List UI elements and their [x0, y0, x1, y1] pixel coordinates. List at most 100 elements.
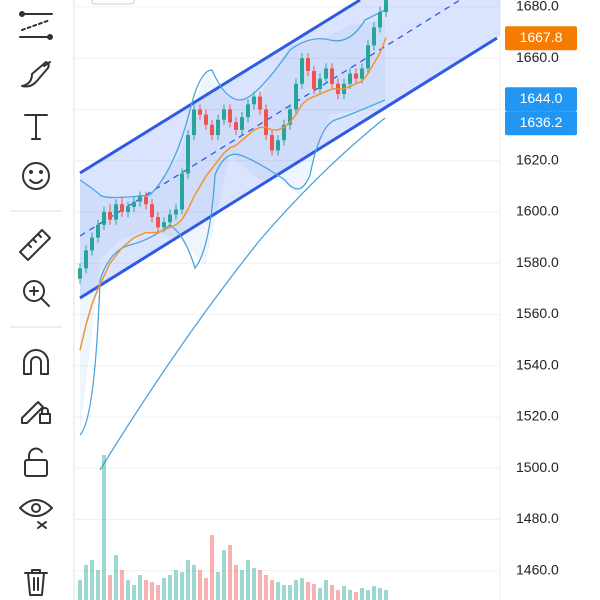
- volume-bar: [288, 585, 292, 600]
- volume-bar: [282, 585, 286, 600]
- y-tick-label: 1500.0: [516, 459, 559, 475]
- candle-body: [120, 204, 124, 212]
- candle-body: [270, 135, 274, 151]
- candle-body: [234, 122, 238, 130]
- volume-bar: [270, 580, 274, 600]
- volume-bar: [150, 582, 154, 600]
- volume-bar: [90, 560, 94, 600]
- volume-bar: [84, 565, 88, 600]
- volume-bar: [174, 570, 178, 600]
- volume-bar: [342, 586, 346, 600]
- magnet-tool[interactable]: [23, 349, 49, 375]
- volume-bar: [312, 584, 316, 600]
- volume-bar: [306, 582, 310, 600]
- candle-body: [348, 73, 352, 84]
- volume-bar: [198, 570, 202, 600]
- zoom-tool[interactable]: [23, 280, 50, 307]
- band-fill: [80, 20, 385, 435]
- candle-body: [108, 211, 112, 220]
- volume-bar: [228, 545, 232, 600]
- candle-body: [192, 109, 196, 136]
- candle-body: [312, 70, 316, 89]
- candle-body: [138, 196, 142, 202]
- candle-body: [264, 109, 268, 136]
- series-layer: [78, 0, 388, 600]
- y-tick-label: 1660.0: [516, 49, 559, 65]
- candle-body: [210, 124, 214, 136]
- price-tag-label: 1644.0: [520, 90, 563, 106]
- trend-tool[interactable]: [19, 11, 53, 40]
- volume-bar: [144, 580, 148, 600]
- y-tick-label: 1480.0: [516, 510, 559, 526]
- volume-bar: [96, 570, 100, 600]
- y-tick-label: 1520.0: [516, 408, 559, 424]
- text-tool[interactable]: [24, 114, 48, 140]
- long-average: [99, 117, 386, 471]
- volume-bar: [126, 580, 130, 600]
- volume-bar: [156, 585, 160, 600]
- volume-bar: [318, 588, 322, 600]
- candle-body: [198, 109, 202, 115]
- y-tick-label: 1620.0: [516, 151, 559, 167]
- candle-body: [318, 78, 322, 89]
- y-tick-label: 1680.0: [516, 0, 559, 14]
- visibility-tool[interactable]: [19, 499, 53, 529]
- candle-body: [168, 214, 172, 223]
- candle-body: [384, 0, 388, 13]
- candle-body: [162, 222, 166, 228]
- candle-body: [90, 237, 94, 251]
- candle-body: [282, 124, 286, 141]
- channel-lower: [79, 36, 498, 300]
- candle-body: [372, 27, 376, 46]
- toggle-button[interactable]: [91, 0, 135, 5]
- ruler-tool[interactable]: [19, 229, 51, 261]
- volume-bar: [186, 560, 190, 600]
- toolbar: [10, 11, 62, 596]
- brush-tool[interactable]: [21, 61, 51, 88]
- candle-body: [252, 96, 256, 105]
- volume-bar: [294, 580, 298, 600]
- candle-body: [378, 12, 382, 28]
- volume-bar: [360, 588, 364, 600]
- candle-body: [204, 114, 208, 125]
- lock-drawings-tool[interactable]: [21, 401, 51, 424]
- y-tick-label: 1560.0: [516, 305, 559, 321]
- candle-body: [240, 117, 244, 130]
- channel-fill: [80, 0, 500, 298]
- price-tag: [505, 87, 577, 112]
- volume-bar: [204, 578, 208, 600]
- price-tag-label: 1667.8: [520, 29, 563, 45]
- volume-bar: [276, 582, 280, 600]
- volume-bar: [240, 570, 244, 600]
- candle-body: [84, 250, 88, 269]
- candle-body: [300, 58, 304, 84]
- candle-body: [180, 173, 184, 210]
- y-tick-label: 1580.0: [516, 254, 559, 270]
- volume-bar: [78, 580, 82, 600]
- candle-body: [96, 224, 100, 238]
- candle-body: [78, 268, 82, 279]
- candle-body: [330, 68, 334, 84]
- volume-bar: [252, 568, 256, 600]
- volume-bar: [192, 565, 196, 600]
- emoji-tool[interactable]: [22, 162, 50, 190]
- y-tick-label: 1600.0: [516, 203, 559, 219]
- volume-bar: [378, 588, 382, 600]
- candle-body: [132, 201, 136, 207]
- price-tag-label: 1636.2: [520, 114, 563, 130]
- candle-body: [156, 217, 160, 228]
- lock-tool[interactable]: [24, 447, 48, 477]
- candle-body: [186, 135, 190, 174]
- volume-bar: [336, 590, 340, 600]
- candle-body: [366, 45, 370, 69]
- candle-body: [174, 209, 178, 215]
- volume-bar: [366, 590, 370, 600]
- volume-bar: [216, 572, 220, 600]
- volume-bar: [210, 535, 214, 600]
- volume-bar: [222, 550, 226, 600]
- candle-body: [126, 206, 130, 212]
- volume-bar: [258, 570, 262, 600]
- lower-band: [79, 99, 386, 436]
- delete-tool[interactable]: [24, 569, 48, 596]
